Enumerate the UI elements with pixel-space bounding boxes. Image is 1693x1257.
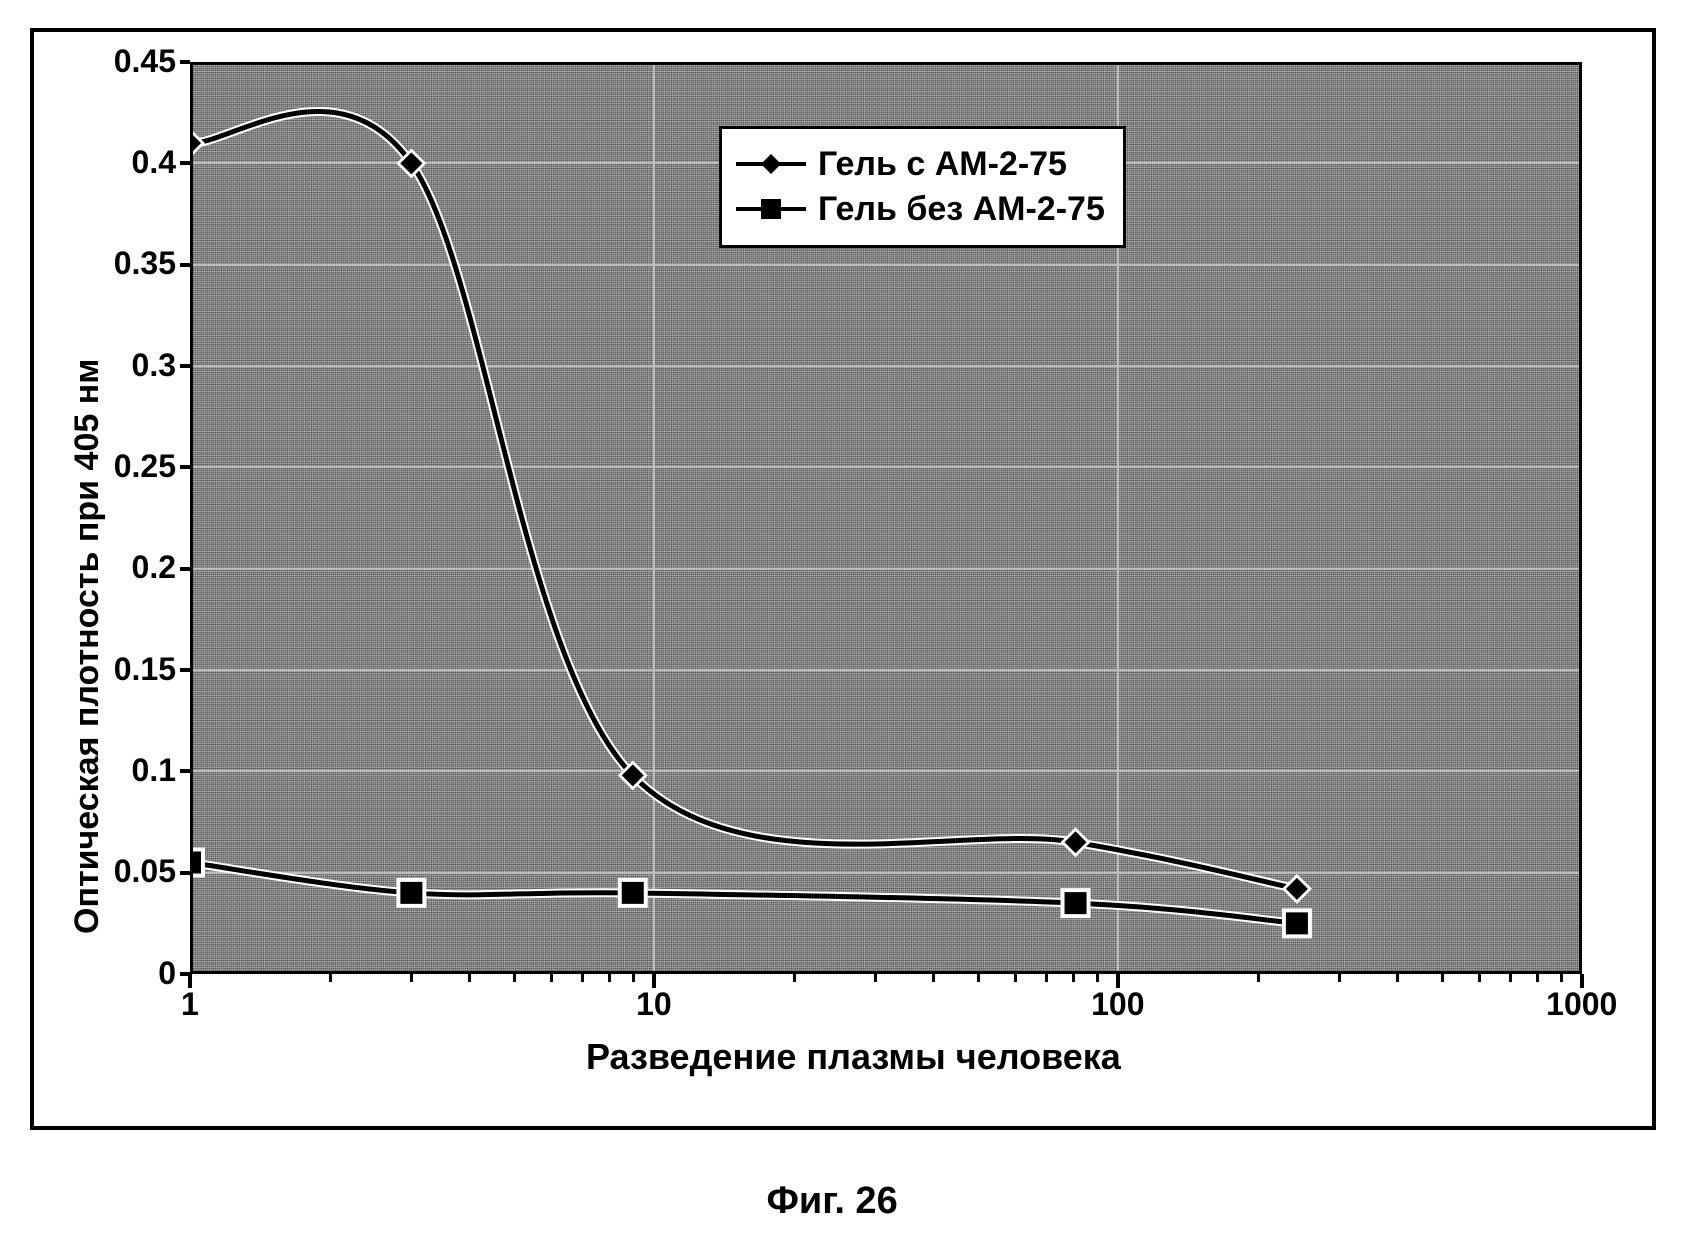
y-tick-mark	[180, 161, 190, 165]
x-minor-tick	[1338, 974, 1341, 982]
y-tick-label: 0.25	[114, 448, 176, 485]
y-tick-mark	[180, 769, 190, 773]
x-minor-tick	[1536, 974, 1539, 982]
x-minor-tick	[329, 974, 332, 982]
chart-page: { "chart": { "type": "line", "caption": …	[0, 0, 1693, 1257]
x-minor-tick	[1045, 974, 1048, 982]
square-marker	[1286, 912, 1308, 934]
x-minor-tick	[468, 974, 471, 982]
x-minor-tick	[1096, 974, 1099, 982]
legend: Гель с АМ-2-75 Гель без АМ-2-75	[719, 126, 1126, 248]
x-tick-mark	[1580, 974, 1584, 988]
legend-item: Гель без АМ-2-75	[736, 190, 1105, 229]
y-tick-mark	[180, 364, 190, 368]
x-minor-tick	[874, 974, 877, 982]
y-axis-label: Оптическая плотность при 405 нм	[68, 359, 107, 934]
y-tick-label: 0.05	[114, 853, 176, 890]
x-minor-tick	[513, 974, 516, 982]
y-tick-label: 0.45	[114, 43, 176, 80]
square-marker	[400, 882, 422, 904]
x-axis-label: Разведение плазмы человека	[586, 1036, 1121, 1078]
y-tick-label: 0	[158, 955, 176, 992]
x-tick-label: 100	[1091, 986, 1144, 1023]
y-tick-mark	[180, 263, 190, 267]
y-tick-label: 0.35	[114, 245, 176, 282]
figure-caption: Фиг. 26	[767, 1180, 898, 1223]
x-tick-mark	[188, 974, 192, 988]
x-tick-mark	[652, 974, 656, 988]
diamond-icon	[736, 152, 806, 176]
diamond-marker	[1065, 831, 1087, 853]
legend-label: Гель без АМ-2-75	[818, 190, 1105, 229]
x-minor-tick	[632, 974, 635, 982]
series-line	[190, 863, 1297, 924]
diamond-marker	[1286, 878, 1308, 900]
y-tick-label: 0.15	[114, 651, 176, 688]
x-minor-tick	[581, 974, 584, 982]
legend-item: Гель с АМ-2-75	[736, 145, 1105, 184]
y-tick-label: 0.4	[132, 144, 176, 181]
square-marker	[1065, 892, 1087, 914]
x-minor-tick	[1014, 974, 1017, 982]
square-icon	[736, 197, 806, 221]
legend-swatch	[736, 152, 806, 176]
x-tick-label: 1000	[1546, 986, 1617, 1023]
y-tick-label: 0.2	[132, 549, 176, 586]
x-minor-tick	[932, 974, 935, 982]
x-minor-tick	[410, 974, 413, 982]
x-minor-tick	[1478, 974, 1481, 982]
x-minor-tick	[977, 974, 980, 982]
x-minor-tick	[1441, 974, 1444, 982]
y-tick-mark	[180, 668, 190, 672]
y-tick-mark	[180, 465, 190, 469]
square-marker	[190, 852, 201, 874]
x-minor-tick	[1560, 974, 1563, 982]
x-minor-tick	[550, 974, 553, 982]
legend-label: Гель с АМ-2-75	[818, 145, 1067, 184]
x-tick-mark	[1116, 974, 1120, 988]
y-tick-mark	[180, 871, 190, 875]
x-minor-tick	[793, 974, 796, 982]
x-tick-label: 10	[636, 986, 672, 1023]
x-tick-label: 1	[181, 986, 199, 1023]
x-minor-tick	[1257, 974, 1260, 982]
x-minor-tick	[1509, 974, 1512, 982]
square-marker	[622, 882, 644, 904]
y-tick-mark	[180, 567, 190, 571]
x-minor-tick	[1072, 974, 1075, 982]
y-tick-mark	[180, 60, 190, 64]
y-tick-label: 0.1	[132, 752, 176, 789]
x-minor-tick	[608, 974, 611, 982]
y-tick-label: 0.3	[132, 347, 176, 384]
x-minor-tick	[1396, 974, 1399, 982]
legend-swatch	[736, 197, 806, 221]
